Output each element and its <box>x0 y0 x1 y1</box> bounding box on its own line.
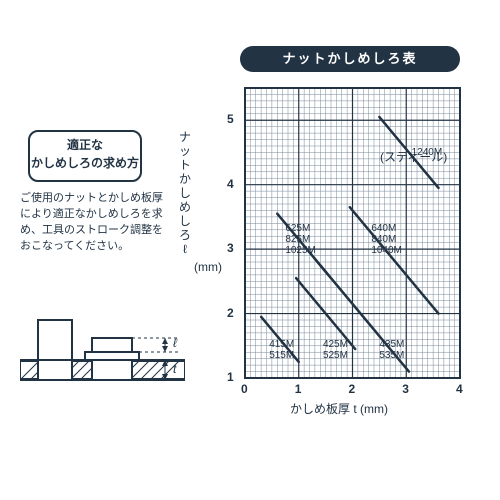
cross-section-diagram <box>20 290 185 410</box>
y-tick: 4 <box>227 177 234 191</box>
x-axis-label: かしめ板厚 t (mm) <box>290 400 388 417</box>
series-label: 1240M <box>412 147 443 158</box>
page-root: ナットかしめしろ表 適正な かしめしろの求め方 ご使用のナットとかしめ板厚により… <box>0 0 500 500</box>
x-tick: 3 <box>402 382 409 396</box>
series-label: 640M840M1040M <box>371 223 402 256</box>
dim-t-label: t <box>173 362 176 376</box>
instruction-line1: 適正な <box>67 138 103 152</box>
y-tick: 1 <box>227 370 234 384</box>
series-label: 415M515M <box>269 339 294 361</box>
instruction-box: 適正な かしめしろの求め方 <box>28 130 142 182</box>
chart-title-pill: ナットかしめしろ表 <box>240 46 460 72</box>
x-tick: 4 <box>456 382 463 396</box>
series-label: 435M535M <box>379 339 404 361</box>
x-tick: 2 <box>349 382 356 396</box>
instruction-line2: かしめしろの求め方 <box>31 156 139 170</box>
series-label: 625M825M1025M <box>285 223 316 256</box>
instruction-paragraph: ご使用のナットとかしめ板厚により適正なかしめしろを求め、工具のストローク調整をお… <box>20 190 170 254</box>
x-tick: 0 <box>241 382 248 396</box>
y-tick: 5 <box>227 112 234 126</box>
y-axis-label: ナットかしめしろℓ <box>178 130 192 256</box>
y-tick: 3 <box>227 241 234 255</box>
x-tick: 1 <box>295 382 302 396</box>
y-tick: 2 <box>227 306 234 320</box>
series-label: 425M525M <box>323 339 348 361</box>
dim-l-label: ℓ <box>173 336 177 350</box>
